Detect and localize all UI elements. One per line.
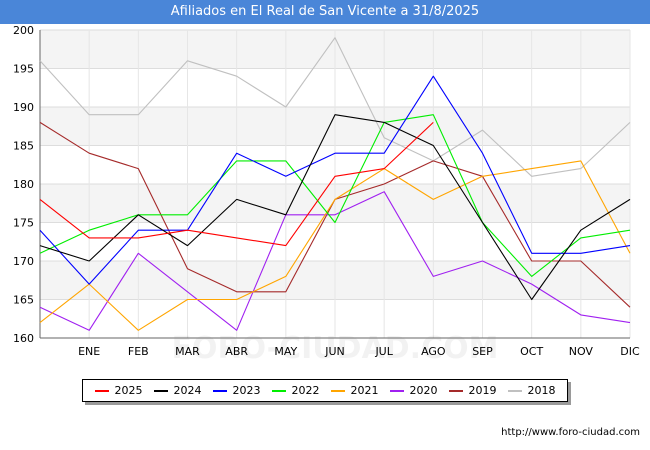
legend-label: 2020 <box>409 384 438 397</box>
series-line-2018 <box>39 37 631 177</box>
y-tick-label: 195 <box>13 63 34 76</box>
series-line-2020 <box>39 191 631 331</box>
x-tick-label: AGO <box>421 345 446 358</box>
legend-item-2022: 2022 <box>271 384 320 397</box>
legend-item-2018: 2018 <box>507 384 556 397</box>
x-tick-label: ABR <box>225 345 248 358</box>
legend-swatch <box>507 389 522 392</box>
y-tick-label: 160 <box>13 332 34 345</box>
legend-item-2020: 2020 <box>389 384 438 397</box>
legend-label: 2021 <box>350 384 379 397</box>
y-tick-label: 190 <box>13 101 34 114</box>
x-tick-label: DIC <box>620 345 640 358</box>
tick-labels: 160 165 170 175 180 185 190 195 200 ENE FEB MAR ABR M… <box>13 24 640 358</box>
legend-item-2025: 2025 <box>94 384 143 397</box>
x-tick-label: OCT <box>520 345 543 358</box>
legend-label: 2025 <box>114 384 143 397</box>
legend-swatch <box>153 389 168 392</box>
legend-label: 2018 <box>527 384 556 397</box>
x-tick-label: MAR <box>175 345 200 358</box>
watermark-text: FORO-CIUDAD.COM <box>172 331 499 366</box>
chart-title: Afiliados en El Real de San Vicente a 31… <box>0 0 650 24</box>
legend-label: 2024 <box>173 384 202 397</box>
legend-item-2024: 2024 <box>153 384 202 397</box>
legend-item-2023: 2023 <box>212 384 261 397</box>
y-tick-label: 185 <box>13 140 34 153</box>
x-tick-label: ENE <box>78 345 100 358</box>
source-text[interactable]: http://www.foro-ciudad.com <box>501 427 640 438</box>
legend-item-2019: 2019 <box>448 384 497 397</box>
series-lines <box>39 37 631 331</box>
y-tick-label: 180 <box>13 178 34 191</box>
x-tick-label: JUN <box>324 345 345 358</box>
legend-swatch <box>94 389 109 392</box>
y-tick-label: 175 <box>13 217 34 230</box>
series-line-2025 <box>39 121 434 247</box>
legend-item-2021: 2021 <box>330 384 379 397</box>
series-line-2021 <box>39 160 631 331</box>
x-tick-label: MAY <box>274 345 297 358</box>
legend-swatch <box>212 389 227 392</box>
legend-label: 2019 <box>468 384 497 397</box>
axes <box>39 30 630 339</box>
series-line-2024 <box>39 114 631 301</box>
legend: 2025 2024 2023 2022 2021 2020 2019 2018 <box>82 379 568 402</box>
legend-swatch <box>271 389 286 392</box>
legend-swatch <box>330 389 345 392</box>
y-tick-label: 200 <box>13 24 34 37</box>
legend-label: 2023 <box>232 384 261 397</box>
x-tick-label: NOV <box>569 345 594 358</box>
x-tick-label: JUL <box>374 345 393 358</box>
series-line-2023 <box>39 75 631 285</box>
legend-swatch <box>389 389 404 392</box>
y-tick-label: 170 <box>13 255 34 268</box>
legend-swatch <box>448 389 463 392</box>
x-tick-label: SEP <box>472 345 493 358</box>
x-tick-label: FEB <box>128 345 149 358</box>
y-tick-label: 165 <box>13 294 34 307</box>
legend-label: 2022 <box>291 384 320 397</box>
